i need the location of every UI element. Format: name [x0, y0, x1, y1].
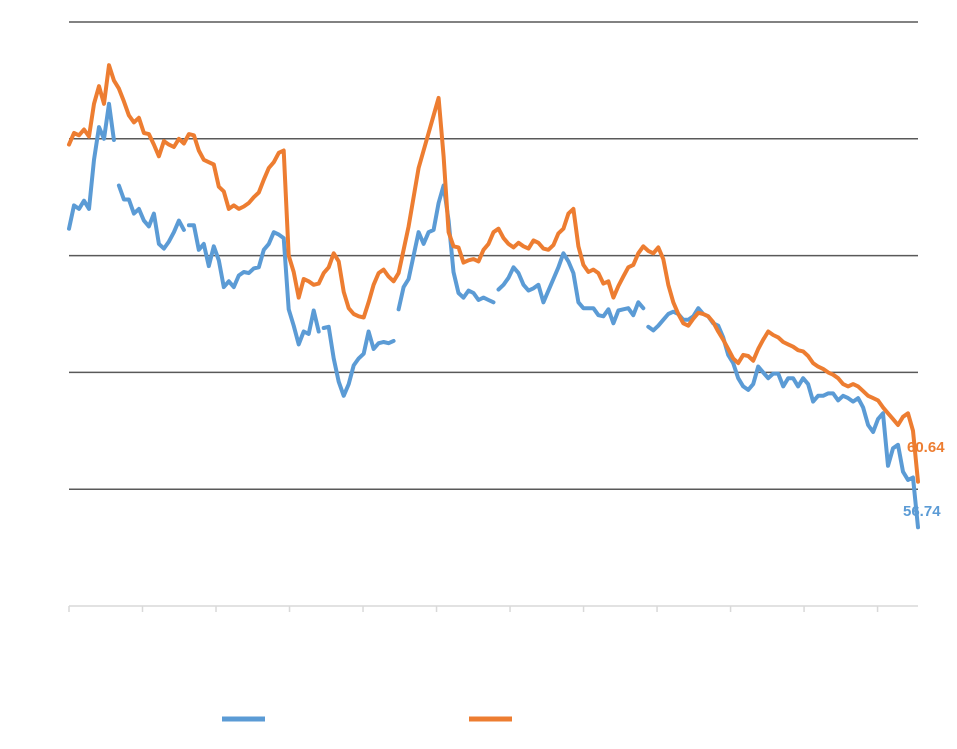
series-2-line: [67, 63, 920, 484]
series-lines: [67, 63, 920, 530]
series-1-end-label: 56.74: [903, 503, 941, 520]
series-2-end-label: 60.64: [907, 439, 945, 456]
x-axis-ticks: [68, 606, 879, 612]
series-1-line: [67, 101, 920, 530]
gridlines: [69, 21, 918, 490]
